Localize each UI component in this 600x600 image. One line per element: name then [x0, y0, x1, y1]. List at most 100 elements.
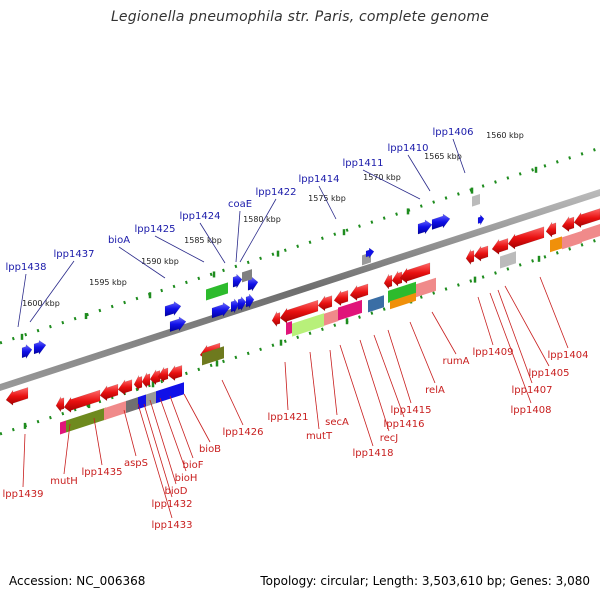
reverse-gene-arrow	[157, 366, 169, 383]
leader-line	[407, 154, 431, 192]
reverse-gene-label: relA	[425, 385, 445, 396]
forward-gene-arrow	[431, 213, 451, 230]
forward-gene-label: lpp1425	[135, 224, 176, 235]
subsystem-box	[66, 407, 106, 433]
subsystem-box	[388, 281, 416, 303]
subsystem-box	[138, 394, 146, 410]
leader-line	[239, 198, 277, 263]
leader-line	[539, 276, 569, 349]
leader-line	[339, 344, 374, 447]
forward-gene-label: lpp1422	[256, 187, 297, 198]
leader-line	[169, 395, 194, 459]
forward-gene-arrow	[365, 247, 375, 259]
leader-line	[318, 185, 337, 220]
reverse-gene-arrow	[99, 383, 119, 402]
scale-label: 1595 kbp	[89, 278, 127, 287]
reverse-gene-label: recJ	[380, 433, 399, 444]
subsystem-box	[550, 236, 562, 253]
reverse-gene-label: mutT	[306, 431, 333, 442]
leader-line	[118, 246, 166, 279]
reverse-features	[5, 208, 600, 435]
forward-gene-label: lpp1438	[6, 262, 47, 273]
reverse-gene-arrow	[349, 283, 369, 301]
reverse-gene-arrow	[545, 221, 557, 238]
backbone	[0, 189, 600, 391]
scale-labels: 1600 kbp 1595 kbp 1590 kbp 1585 kbp 1580 kbp…	[22, 131, 524, 308]
leader-line	[452, 138, 466, 174]
subsystem-box	[390, 292, 416, 310]
reverse-gene-label: lpp1418	[353, 448, 394, 459]
reverse-gene-label: bioB	[199, 444, 221, 455]
subsystem-box	[170, 382, 184, 399]
reverse-ruler	[0, 237, 600, 436]
leader-line	[183, 393, 211, 443]
leader-line	[387, 329, 412, 404]
leader-line	[17, 273, 27, 328]
leader-line	[154, 235, 205, 263]
reverse-gene-label: lpp1404	[548, 350, 589, 361]
scale-label: 1590 kbp	[141, 257, 179, 266]
leader-line	[63, 423, 71, 475]
reverse-gene-arrow	[333, 289, 349, 307]
forward-gene-arrow	[245, 293, 255, 309]
forward-gene-label: lpp1406	[433, 127, 474, 138]
leader-line	[137, 403, 173, 519]
subsystem-box	[126, 397, 138, 414]
accession-text: Accession: NC_006368	[9, 574, 146, 588]
reverse-gene-label: lpp1439	[3, 489, 44, 500]
reverse-gene-label: lpp1433	[152, 520, 193, 531]
reverse-gene-arrow	[317, 295, 333, 312]
forward-gene-label: lpp1424	[180, 211, 221, 222]
forward-features	[21, 194, 485, 360]
subsystem-box	[338, 299, 362, 321]
leader-line	[149, 399, 177, 485]
subsystem-box	[368, 295, 384, 313]
leader-line	[235, 210, 241, 263]
subsystem-box	[156, 386, 170, 404]
forward-gene-label: lpp1411	[343, 158, 384, 169]
scale-label: 1565 kbp	[424, 152, 462, 161]
leader-line	[477, 296, 494, 346]
scale-label: 1600 kbp	[22, 299, 60, 308]
forward-gene-arrow	[211, 302, 231, 319]
reverse-gene-arrow	[167, 364, 183, 382]
leader-line	[159, 397, 187, 472]
reverse-gene-label: lpp1405	[529, 368, 570, 379]
reverse-gene-arrow	[271, 311, 281, 328]
leader-line	[373, 334, 405, 418]
forward-gene-arrow	[237, 295, 247, 312]
subsystem-box	[582, 224, 600, 242]
scale-label: 1570 kbp	[363, 173, 401, 182]
forward-gene-label: lpp1410	[388, 143, 429, 154]
forward-gene-arrow	[21, 344, 33, 360]
subsystem-box	[104, 401, 126, 421]
reverse-gene-arrow	[465, 249, 475, 266]
leader-line	[409, 321, 436, 384]
subsystem-box	[500, 251, 516, 269]
reverse-gene-arrow	[561, 215, 575, 233]
scale-label: 1580 kbp	[243, 215, 281, 224]
reverse-gene-label: lpp1432	[152, 499, 193, 510]
leader-line	[29, 260, 75, 323]
subsystem-box	[146, 391, 156, 407]
subsystem-box	[562, 230, 582, 250]
leader-line	[489, 292, 532, 404]
forward-gene-arrow	[417, 219, 433, 235]
subsystem-box	[242, 269, 252, 283]
scale-label: 1585 kbp	[184, 236, 222, 245]
reverse-gene-label: aspS	[124, 458, 148, 469]
forward-gene-arrow	[230, 298, 240, 314]
reverse-gene-arrow	[383, 274, 393, 290]
reverse-gene-label: lpp1426	[223, 427, 264, 438]
forward-gene-label: lpp1437	[54, 249, 95, 260]
reverse-gene-arrow	[55, 396, 65, 413]
reverse-gene-arrow	[573, 208, 600, 229]
reverse-gene-label: lpp1421	[268, 412, 309, 423]
subsystem-box	[324, 309, 338, 326]
subsystem-box	[292, 313, 324, 337]
leader-line	[93, 417, 103, 466]
topology-summary: Topology: circular; Length: 3,503,610 bp…	[260, 574, 590, 588]
forward-gene-labels: lpp1438 lpp1437 bioA lpp1425 lpp1424 coaE lpp1…	[6, 127, 474, 273]
reverse-gene-arrow	[133, 375, 143, 392]
